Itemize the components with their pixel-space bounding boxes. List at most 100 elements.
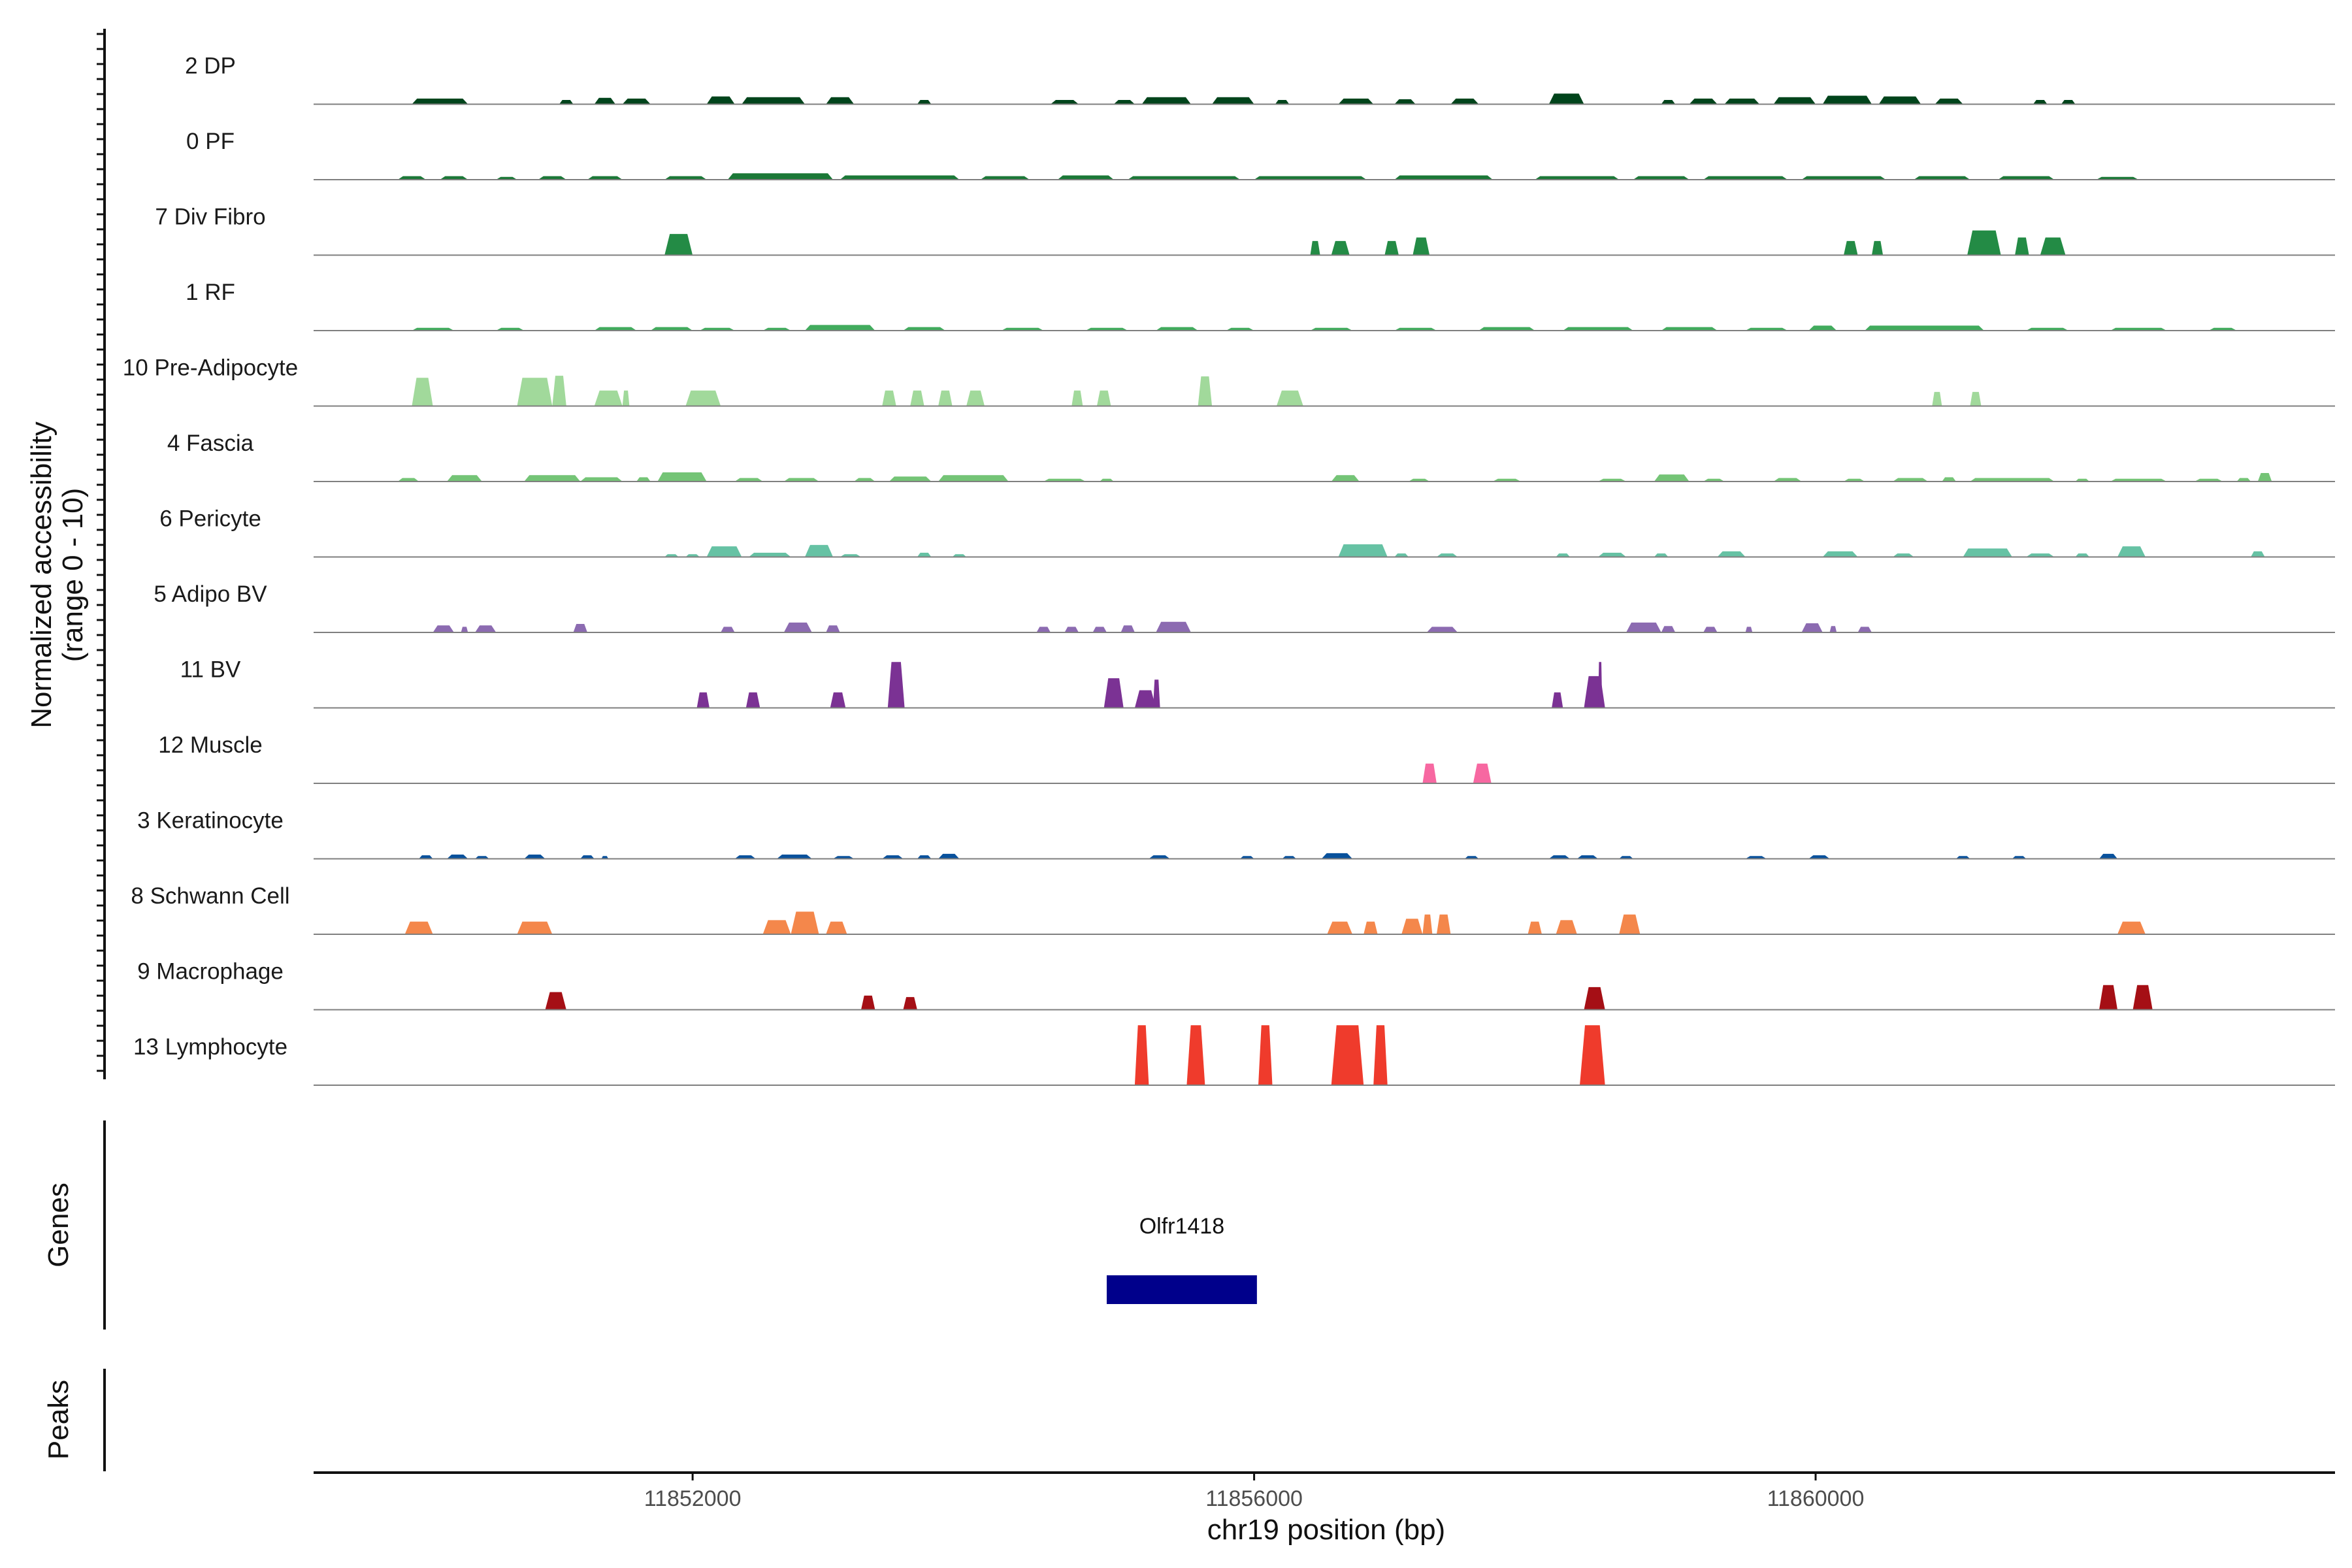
coverage-peak xyxy=(1092,627,1107,632)
coverage-peak xyxy=(1556,553,1570,557)
coverage-peak xyxy=(1626,622,1661,632)
coverage-peak xyxy=(1598,662,1603,708)
coverage-peak xyxy=(777,855,812,859)
coverage-peak xyxy=(496,327,525,331)
coverage-peak xyxy=(1113,100,1135,105)
coverage-peak xyxy=(1548,93,1584,105)
coverage-peak xyxy=(1970,478,2055,482)
coverage-peak xyxy=(1935,98,1963,105)
track-label: 12 Muscle xyxy=(158,732,263,758)
coverage-peak xyxy=(447,855,468,859)
coverage-peak xyxy=(622,98,651,105)
track-label: 8 Schwann Cell xyxy=(131,883,289,909)
coverage-peak xyxy=(1310,240,1320,255)
coverage-peak xyxy=(1654,553,1669,557)
coverage-peak xyxy=(580,855,595,859)
x-axis-title: chr19 position (bp) xyxy=(1207,1514,1445,1546)
track-label: 4 Fascia xyxy=(167,431,254,456)
coverage-peak xyxy=(664,176,707,180)
coverage-peak xyxy=(734,478,763,482)
coverage-peak xyxy=(910,390,924,406)
coverage-peak xyxy=(917,855,932,859)
gene-body xyxy=(1106,1275,1257,1304)
coverage-peak xyxy=(887,662,905,708)
coverage-peak xyxy=(1893,478,1928,482)
coverage-peak xyxy=(580,477,623,482)
track-9-macrophage: 9 Macrophage xyxy=(137,959,2335,1011)
coverage-peak xyxy=(1186,1025,1205,1085)
coverage-peak xyxy=(861,995,875,1010)
coverage-peak xyxy=(1331,1025,1364,1085)
coverage-peak xyxy=(1384,240,1399,255)
coverage-peak xyxy=(696,692,710,708)
coverage-peak xyxy=(1096,390,1111,406)
track-10-pre-adipocyte: 10 Pre-Adipocyte xyxy=(123,355,2335,407)
coverage-peak xyxy=(1275,100,1290,105)
coverage-peak xyxy=(419,855,433,859)
coverage-peak xyxy=(1724,98,1760,105)
track-8-schwann-cell: 8 Schwann Cell xyxy=(131,883,2335,935)
coverage-peak xyxy=(1661,626,1676,632)
coverage-peak xyxy=(1408,478,1430,482)
coverage-peak xyxy=(1064,627,1079,632)
coverage-peak xyxy=(1619,856,1633,859)
coverage-peak xyxy=(517,378,553,406)
coverage-peak xyxy=(762,327,791,331)
coverage-peak xyxy=(1703,627,1718,632)
track-1-rf: 1 RF xyxy=(186,280,2335,331)
coverage-peak xyxy=(1156,621,1191,632)
coverage-y-ticks xyxy=(97,33,105,1072)
coverage-peak xyxy=(2033,100,2048,105)
coverage-peak xyxy=(2012,856,2027,859)
coverage-peak xyxy=(1051,100,1079,105)
coverage-peak xyxy=(1226,327,1254,331)
coverage-peak xyxy=(917,553,932,557)
track-label: 5 Adipo BV xyxy=(154,581,267,607)
track-label: 1 RF xyxy=(186,280,235,305)
coverage-peak xyxy=(538,176,566,180)
coverage-peak xyxy=(657,472,707,482)
coverage-peak xyxy=(1548,855,1570,859)
coverage-peak xyxy=(2236,478,2251,482)
track-label: 0 PF xyxy=(186,129,235,154)
coverage-peak xyxy=(622,390,630,406)
coverage-peak xyxy=(1436,553,1458,557)
coverage-peak xyxy=(412,378,433,406)
coverage-peak xyxy=(594,327,637,331)
coverage-peak xyxy=(2015,237,2029,255)
coverage-peak xyxy=(1717,551,1746,557)
coverage-peak xyxy=(745,692,760,708)
coverage-peak xyxy=(1071,390,1083,406)
coverage-peak xyxy=(1436,914,1451,934)
coverage-peak xyxy=(552,376,566,406)
coverage-peak xyxy=(1661,327,1718,331)
coverage-peak xyxy=(2040,237,2066,255)
coverage-peak xyxy=(2099,853,2117,859)
coverage-peak xyxy=(826,625,840,632)
coverage-peak xyxy=(397,176,426,180)
coverage-peak xyxy=(636,477,651,482)
coverage-peak xyxy=(830,692,846,708)
coverage-peak xyxy=(1808,325,1837,331)
coverage-peak xyxy=(2132,985,2153,1010)
coverage-peak xyxy=(685,390,721,406)
coverage-peak xyxy=(2099,985,2117,1010)
coverage-peak xyxy=(2110,478,2167,482)
coverage-peak xyxy=(1801,176,1886,180)
coverage-peak xyxy=(1808,855,1830,859)
x-axis-ticks: 11852000 11856000 11860000 xyxy=(644,1473,1864,1511)
coverage-peak xyxy=(1914,176,1970,180)
coverage-peak xyxy=(2075,478,2089,482)
coverage-peak xyxy=(1478,327,1535,331)
coverage-peak xyxy=(1426,627,1458,632)
peaks-panel-label: Peaks xyxy=(42,1380,74,1460)
coverage-peak xyxy=(721,627,735,632)
coverage-peak xyxy=(1394,175,1493,180)
coverage-peak xyxy=(1745,327,1788,331)
coverage-peak xyxy=(1310,327,1352,331)
coverage-peak xyxy=(685,554,700,557)
track-label: 3 Keratinocyte xyxy=(137,808,284,834)
coverage-peak xyxy=(1057,175,1114,180)
